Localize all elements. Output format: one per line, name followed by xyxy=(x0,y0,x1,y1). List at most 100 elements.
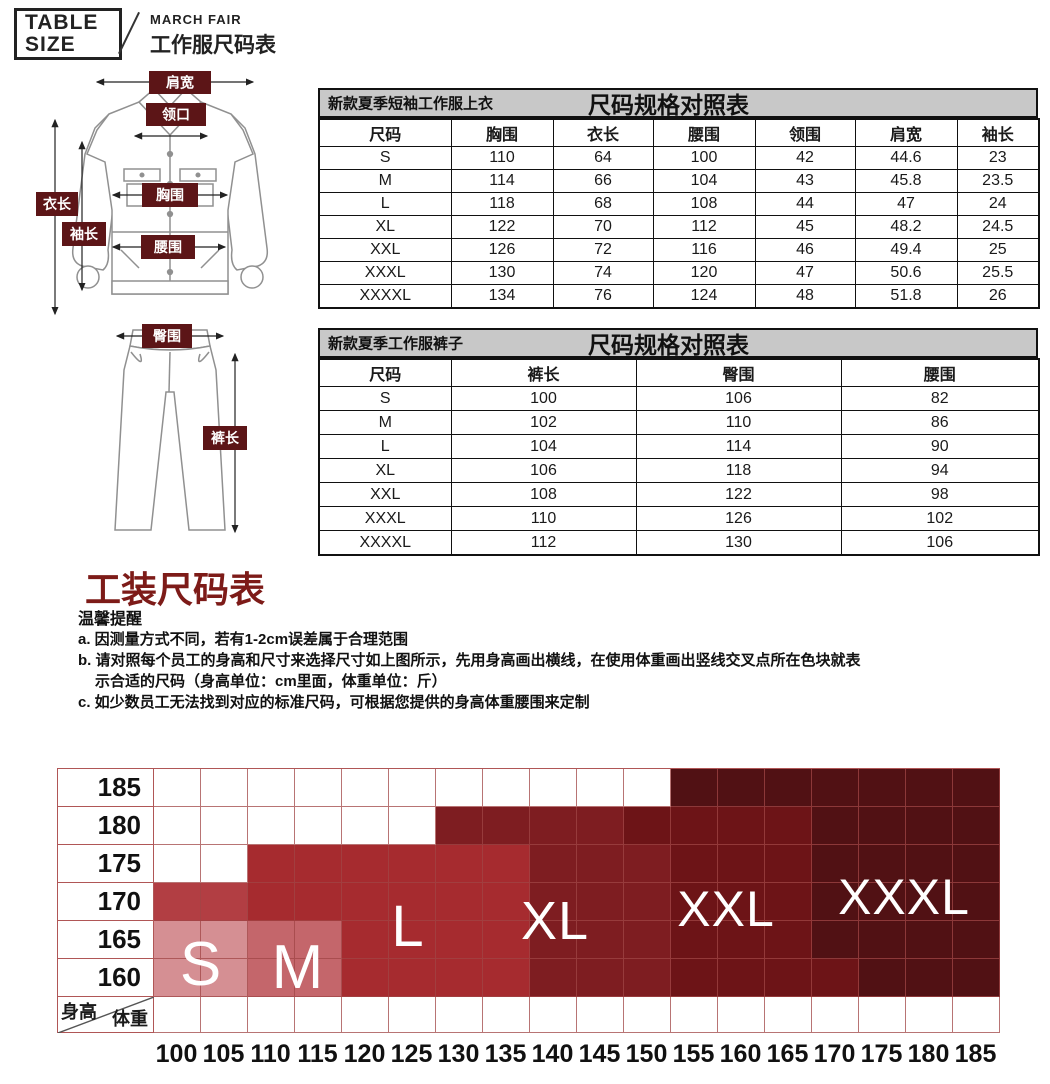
heatmap-footer-cell xyxy=(812,997,859,1033)
table-cell: 106 xyxy=(840,530,1040,556)
heatmap-cell xyxy=(671,959,718,997)
heatmap-cell xyxy=(295,921,342,959)
weight-axis-tick: 160 xyxy=(719,1040,762,1068)
heatmap-cell xyxy=(483,807,530,845)
table-row: XL 122 70 112 45 48.2 24.5 xyxy=(318,215,1040,239)
measurement-label-box xyxy=(141,235,195,259)
weight-axis-tick: 185 xyxy=(954,1040,997,1068)
measurement-label: 裤长 xyxy=(211,430,240,446)
table-cell: 110 xyxy=(450,146,554,170)
table-cell: 43 xyxy=(754,169,856,193)
heatmap-cell xyxy=(906,921,953,959)
weight-axis-tick: 180 xyxy=(907,1040,950,1068)
weight-axis-ticks: 100 105 110 115 120 125 130 135 140 145 150 155 160 1… xyxy=(57,1040,999,1069)
table-size-badge: TABLE SIZE xyxy=(14,8,122,60)
heatmap-cell xyxy=(389,807,436,845)
weight-axis-tick: 135 xyxy=(484,1040,527,1068)
table-cell: 114 xyxy=(450,169,554,193)
size-region-label: XXXL xyxy=(838,869,970,925)
heatmap-cell xyxy=(201,807,248,845)
table-cell: 70 xyxy=(552,215,654,239)
heatmap-cell xyxy=(248,921,295,959)
table-cell: M xyxy=(318,169,452,193)
table-cell: L xyxy=(318,434,452,459)
weight-axis-tick: 115 xyxy=(297,1040,338,1068)
heatmap-cell xyxy=(577,807,624,845)
column-header: 衣长 xyxy=(552,118,654,147)
heatmap-cell xyxy=(577,845,624,883)
table-cell: 26 xyxy=(956,284,1040,309)
heatmap-footer-cell xyxy=(671,997,718,1033)
heatmap-cell xyxy=(624,959,671,997)
heatmap-cell xyxy=(201,845,248,883)
table-cell: 100 xyxy=(652,146,756,170)
table-cell: 45 xyxy=(754,215,856,239)
table-cell: 106 xyxy=(450,458,637,483)
table-cell: 23 xyxy=(956,146,1040,170)
heatmap-cell xyxy=(671,807,718,845)
heatmap-footer-cell xyxy=(953,997,1000,1033)
table-cell: 90 xyxy=(840,434,1040,459)
heatmap-cell xyxy=(718,769,765,807)
heatmap-footer-cell xyxy=(906,997,953,1033)
table-cell: 51.8 xyxy=(854,284,958,309)
table-cell: 130 xyxy=(450,261,554,285)
heatmap-cell xyxy=(906,845,953,883)
table-cell: 112 xyxy=(450,530,637,556)
table-row: L 118 68 108 44 47 24 xyxy=(318,192,1040,216)
weight-axis-tick: 155 xyxy=(672,1040,715,1068)
pants-table-title-bar: 新款夏季工作服裤子 尺码规格对照表 xyxy=(318,328,1038,358)
table-row: S 110 64 100 42 44.6 23 xyxy=(318,146,1040,170)
heatmap-cell xyxy=(342,883,389,921)
measurement-label-box xyxy=(62,222,106,246)
measurement-label-box xyxy=(149,71,211,94)
measurement-label: 臀围 xyxy=(153,328,181,344)
heatmap-cell xyxy=(389,921,436,959)
heatmap-cell xyxy=(624,883,671,921)
heatmap-cell xyxy=(812,769,859,807)
note-a: a. 因测量方式不同，若有1-2cm误差属于合理范围 xyxy=(78,631,409,648)
measurement-label-box xyxy=(142,183,198,207)
column-header: 裤长 xyxy=(450,358,637,387)
heatmap-cell xyxy=(953,959,1000,997)
table-cell: 94 xyxy=(840,458,1040,483)
size-region-label: S xyxy=(179,930,223,999)
table-row: M 114 66 104 43 45.8 23.5 xyxy=(318,169,1040,193)
weight-axis-tick: 150 xyxy=(625,1040,668,1068)
table-cell: 122 xyxy=(450,215,554,239)
heatmap-cell xyxy=(953,883,1000,921)
table-row: L 104 114 90 xyxy=(318,434,1040,459)
table-cell: 116 xyxy=(652,238,756,262)
table-cell: 126 xyxy=(450,238,554,262)
column-header: 肩宽 xyxy=(854,118,958,147)
table-cell: XXXL xyxy=(318,506,452,531)
heatmap-cell xyxy=(765,807,812,845)
table-cell: 24 xyxy=(956,192,1040,216)
heatmap-cell xyxy=(906,883,953,921)
tick-spacer xyxy=(57,1040,153,1069)
note-b: b. 请对照每个员工的身高和尺寸来选择尺寸如上图所示，先用身高画出横线，在使用体… xyxy=(78,652,861,669)
height-axis-tick: 175 xyxy=(58,845,154,883)
heatmap-cell xyxy=(671,921,718,959)
table-cell: XL xyxy=(318,215,452,239)
size-region-label: L xyxy=(391,894,425,959)
pants-table-small-title: 新款夏季工作服裤子 xyxy=(328,335,464,353)
heatmap-cell xyxy=(718,883,765,921)
heatmap-cell xyxy=(295,807,342,845)
heatmap-cell xyxy=(530,921,577,959)
column-header: 尺码 xyxy=(318,118,452,147)
height-axis-tick: 165 xyxy=(58,921,154,959)
heatmap-cell xyxy=(530,883,577,921)
table-cell: XXL xyxy=(318,238,452,262)
heatmap-cell xyxy=(953,807,1000,845)
heatmap-footer-cell xyxy=(342,997,389,1033)
table-cell: 108 xyxy=(652,192,756,216)
heatmap-footer-cell xyxy=(248,997,295,1033)
heatmap-cell xyxy=(342,921,389,959)
heatmap-cell xyxy=(671,883,718,921)
heatmap-cell xyxy=(436,807,483,845)
table-cell: 68 xyxy=(552,192,654,216)
header: TABLE SIZE MARCH FAIR 工作服尺码表 xyxy=(0,0,1050,64)
table-cell: 44.6 xyxy=(854,146,958,170)
